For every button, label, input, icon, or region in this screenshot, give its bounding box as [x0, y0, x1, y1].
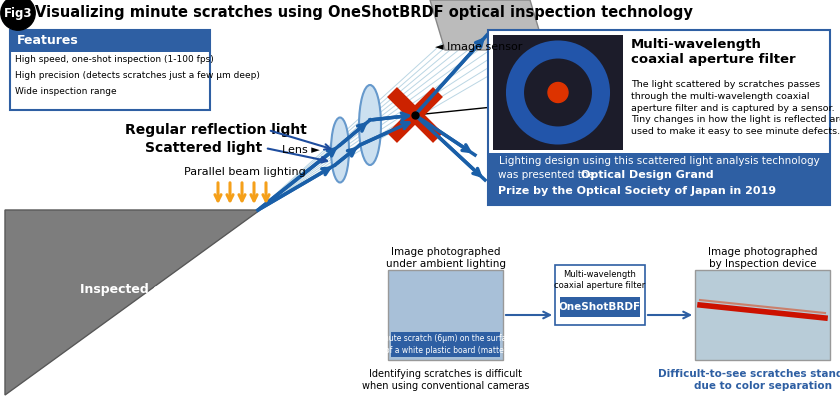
Text: Parallel beam lighting: Parallel beam lighting	[184, 167, 306, 177]
Text: Multi-wavelength
coaxial aperture filter: Multi-wavelength coaxial aperture filter	[554, 270, 646, 290]
Text: Minute scratch (6μm) on the surface
of a white plastic board (matte): Minute scratch (6μm) on the surface of a…	[375, 334, 516, 354]
FancyBboxPatch shape	[555, 265, 645, 325]
Text: Difficult-to-see scratches stand out
due to color separation: Difficult-to-see scratches stand out due…	[659, 369, 840, 391]
Polygon shape	[430, 0, 545, 50]
Text: High speed, one-shot inspection (1-100 fps): High speed, one-shot inspection (1-100 f…	[15, 55, 213, 65]
Text: Scattered light: Scattered light	[145, 141, 262, 155]
Text: Optical Design Grand: Optical Design Grand	[581, 170, 714, 180]
FancyBboxPatch shape	[493, 35, 623, 150]
FancyBboxPatch shape	[488, 153, 830, 205]
Ellipse shape	[359, 85, 381, 165]
Text: ◄ Image sensor: ◄ Image sensor	[435, 42, 522, 52]
Polygon shape	[387, 87, 443, 143]
Polygon shape	[5, 210, 260, 395]
Circle shape	[548, 82, 568, 102]
Text: Lighting design using this scattered light analysis technology: Lighting design using this scattered lig…	[499, 156, 819, 166]
Polygon shape	[5, 210, 260, 395]
FancyBboxPatch shape	[391, 332, 500, 357]
Text: The light scattered by scratches passes
through the multi-wavelength coaxial
ape: The light scattered by scratches passes …	[631, 80, 840, 136]
Text: Fig3: Fig3	[3, 6, 32, 19]
Text: Image photographed
under ambient lighting: Image photographed under ambient lightin…	[386, 247, 506, 269]
Text: Identifying scratches is difficult
when using conventional cameras: Identifying scratches is difficult when …	[362, 369, 529, 391]
Text: Image photographed
by Inspection device: Image photographed by Inspection device	[708, 247, 817, 269]
Text: Wide inspection range: Wide inspection range	[15, 87, 117, 97]
Text: Regular reflection light: Regular reflection light	[125, 123, 307, 137]
Text: OneShotBRDF: OneShotBRDF	[559, 302, 641, 312]
Text: Inspected object: Inspected object	[80, 284, 197, 297]
Text: High precision (detects scratches just a few μm deep): High precision (detects scratches just a…	[15, 71, 260, 81]
Text: Prize by the Optical Society of Japan in 2019: Prize by the Optical Society of Japan in…	[498, 186, 776, 196]
Text: Features: Features	[17, 34, 79, 47]
FancyBboxPatch shape	[388, 270, 503, 360]
Text: was presented the: was presented the	[498, 170, 598, 180]
Ellipse shape	[331, 118, 349, 183]
Polygon shape	[387, 87, 443, 143]
Text: Visualizing minute scratches using OneShotBRDF optical inspection technology: Visualizing minute scratches using OneSh…	[35, 5, 693, 21]
FancyBboxPatch shape	[695, 270, 830, 360]
FancyBboxPatch shape	[10, 30, 210, 110]
FancyBboxPatch shape	[10, 30, 210, 52]
FancyBboxPatch shape	[560, 297, 640, 317]
Text: Multi-wavelength
coaxial aperture filter: Multi-wavelength coaxial aperture filter	[631, 38, 795, 66]
FancyBboxPatch shape	[488, 30, 830, 205]
Text: Lens ►: Lens ►	[282, 145, 320, 155]
